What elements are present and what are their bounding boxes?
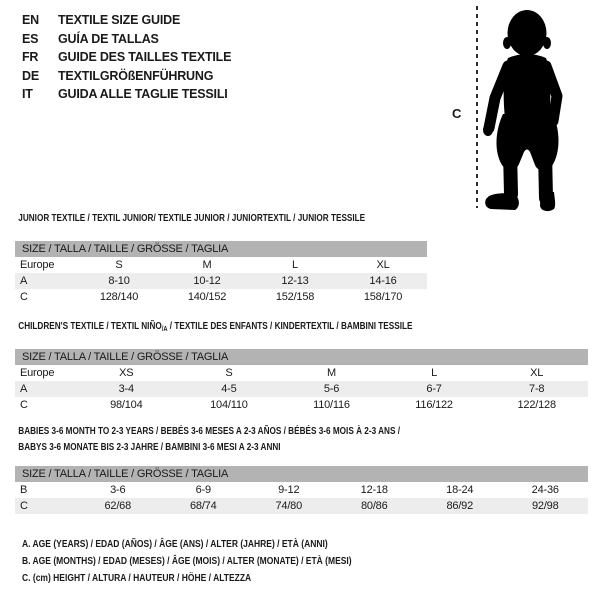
height-measure-label: C bbox=[452, 106, 462, 121]
language-code: IT bbox=[22, 87, 33, 101]
language-label: GUÍA DE TALLAS bbox=[58, 31, 159, 46]
table-row: C 98/104 104/110 110/116 116/122 122/128 bbox=[15, 397, 588, 413]
table-title: CHILDREN'S TEXTILE / TEXTIL NIÑO/A / TEX… bbox=[15, 320, 485, 337]
value-cell: S bbox=[115, 259, 123, 271]
height-dashed-line bbox=[476, 6, 478, 208]
language-row: FR GUIDE DES TAILLES TEXTILE bbox=[22, 48, 231, 67]
table-title: BABIES 3-6 MONTH TO 2-3 YEARS / BEBÉS 3-… bbox=[15, 424, 485, 455]
table-title-line1: BABIES 3-6 MONTH TO 2-3 YEARS / BEBÉS 3-… bbox=[18, 426, 400, 437]
value-cell: 62/68 bbox=[104, 500, 132, 512]
value-cell: 86/92 bbox=[446, 500, 474, 512]
value-cell: 3-4 bbox=[118, 383, 135, 395]
value-cell: 92/98 bbox=[531, 500, 559, 512]
value-cell: M bbox=[327, 367, 336, 379]
value-cell: 5-6 bbox=[323, 383, 340, 395]
table-row: Europe XS S M L XL bbox=[15, 365, 588, 381]
size-header-bar: SIZE / TALLA / TAILLE / GRÖSSE / TAGLIA bbox=[15, 349, 588, 365]
row-label-cell: A bbox=[20, 383, 28, 395]
table-title: JUNIOR TEXTILE / TEXTIL JUNIOR/ TEXTILE … bbox=[15, 212, 365, 226]
row-label-cell: Europe bbox=[20, 259, 55, 271]
language-row: DE TEXTILGRÖßENFÜHRUNG bbox=[22, 67, 231, 86]
value-cell: 8-10 bbox=[108, 275, 130, 287]
table-row: A 8-10 10-12 12-13 14-16 bbox=[15, 273, 427, 289]
value-cell: 140/152 bbox=[187, 291, 227, 303]
value-cell: XL bbox=[530, 367, 544, 379]
value-cell: M bbox=[202, 259, 212, 271]
table-row: B 3-6 6-9 9-12 12-18 18-24 24-36 bbox=[15, 482, 588, 498]
value-cell: L bbox=[431, 367, 438, 379]
table-title-text: CHILDREN'S TEXTILE / TEXTIL NIÑO bbox=[18, 321, 162, 332]
value-cell: 122/128 bbox=[517, 399, 557, 411]
value-cell: 80/86 bbox=[360, 500, 388, 512]
table-row: C 62/68 68/74 74/80 80/86 86/92 92/98 bbox=[15, 498, 588, 514]
footnote-age-months: B. AGE (MONTHS) / EDAD (MESES) / ÂGE (MO… bbox=[22, 556, 352, 567]
language-row: EN TEXTILE SIZE GUIDE bbox=[22, 11, 231, 30]
size-header-bar: SIZE / TALLA / TAILLE / GRÖSSE / TAGLIA bbox=[15, 241, 427, 257]
language-code: FR bbox=[22, 50, 39, 64]
value-cell: L bbox=[292, 259, 298, 271]
language-label: GUIDA ALLE TAGLIE TESSILI bbox=[58, 87, 228, 101]
table-title-text: JUNIOR TEXTILE / TEXTIL JUNIOR/ TEXTILE … bbox=[18, 213, 366, 224]
value-cell: 24-36 bbox=[531, 484, 559, 496]
value-cell: 98/104 bbox=[110, 399, 143, 411]
toddler-silhouette-shapes bbox=[483, 10, 563, 212]
language-label: GUIDE DES TAILLES TEXTILE bbox=[58, 50, 232, 64]
value-cell: 68/74 bbox=[189, 500, 217, 512]
value-cell: 12-13 bbox=[281, 275, 309, 287]
value-cell: 4-5 bbox=[221, 383, 237, 395]
value-cell: 14-16 bbox=[369, 275, 397, 287]
language-label: TEXTILGRÖßENFÜHRUNG bbox=[58, 68, 214, 83]
size-table: B 3-6 6-9 9-12 12-18 18-24 24-36 C 62/68 68/74 74/… bbox=[15, 482, 588, 514]
value-cell: XS bbox=[119, 367, 134, 379]
value-cell: 6-9 bbox=[195, 484, 212, 496]
legend-footnotes: A. AGE (YEARS) / EDAD (AÑOS) / ÂGE (ANS)… bbox=[22, 536, 352, 587]
childrens-textile-table: CHILDREN'S TEXTILE / TEXTIL NIÑO/A / TEX… bbox=[15, 320, 588, 413]
row-label-cell: Europe bbox=[20, 367, 55, 379]
value-cell: 104/110 bbox=[210, 399, 248, 411]
junior-textile-table: JUNIOR TEXTILE / TEXTIL JUNIOR/ TEXTILE … bbox=[15, 212, 427, 305]
row-label-cell: C bbox=[20, 500, 28, 512]
value-cell: 12-18 bbox=[360, 484, 388, 496]
size-header-bar: SIZE / TALLA / TAILLE / GRÖSSE / TAGLIA bbox=[15, 466, 588, 482]
size-table: Europe S M L XL A 8-10 10-12 12-13 14-16 C 128/140 1… bbox=[15, 257, 427, 305]
value-cell: 10-12 bbox=[193, 275, 221, 287]
language-row: IT GUIDA ALLE TAGLIE TESSILI bbox=[22, 85, 231, 104]
row-label-cell: B bbox=[20, 484, 28, 496]
table-row: A 3-4 4-5 5-6 6-7 7-8 bbox=[15, 381, 588, 397]
value-cell: 158/170 bbox=[363, 291, 403, 303]
value-cell: 9-12 bbox=[278, 484, 300, 496]
language-row: ES GUÍA DE TALLAS bbox=[22, 30, 231, 49]
table-title-text: / TEXTILE DES ENFANTS / KINDERTEXTIL / B… bbox=[167, 321, 413, 332]
language-label: TEXTILE SIZE GUIDE bbox=[58, 13, 181, 27]
toddler-silhouette-icon bbox=[483, 10, 563, 212]
language-code: ES bbox=[22, 31, 39, 46]
table-title-subscript: /A bbox=[161, 326, 168, 333]
value-cell: 18-24 bbox=[446, 484, 474, 496]
table-title-line2: BABYS 3-6 MONATE BIS 2-3 JAHRE / BAMBINI… bbox=[18, 441, 281, 453]
value-cell: 116/122 bbox=[415, 399, 453, 411]
footnote-age-years: A. AGE (YEARS) / EDAD (AÑOS) / ÂGE (ANS)… bbox=[22, 539, 328, 550]
babies-textile-table: BABIES 3-6 MONTH TO 2-3 YEARS / BEBÉS 3-… bbox=[15, 424, 588, 514]
language-code: DE bbox=[22, 68, 39, 83]
language-code: EN bbox=[22, 13, 39, 27]
language-title-block: EN TEXTILE SIZE GUIDE ES GUÍA DE TALLAS … bbox=[22, 11, 231, 104]
footnote-height-cm: C. (cm) HEIGHT / ALTURA / HAUTEUR / HÖHE… bbox=[22, 573, 252, 584]
value-cell: 7-8 bbox=[529, 383, 545, 395]
value-cell: 6-7 bbox=[426, 383, 442, 395]
row-label-cell: C bbox=[20, 291, 28, 303]
value-cell: 74/80 bbox=[275, 500, 303, 512]
value-cell: 3-6 bbox=[110, 484, 126, 496]
row-label-cell: C bbox=[20, 399, 28, 411]
value-cell: 152/158 bbox=[275, 291, 315, 303]
row-label-cell: A bbox=[20, 275, 28, 287]
value-cell: S bbox=[225, 367, 233, 379]
table-row: Europe S M L XL bbox=[15, 257, 427, 273]
size-table: Europe XS S M L XL A 3-4 4-5 5-6 6-7 7-8 C 98/104 104/… bbox=[15, 365, 588, 413]
value-cell: XL bbox=[376, 259, 390, 271]
value-cell: 110/116 bbox=[313, 399, 350, 411]
table-row: C 128/140 140/152 152/158 158/170 bbox=[15, 289, 427, 305]
value-cell: 128/140 bbox=[99, 291, 139, 303]
